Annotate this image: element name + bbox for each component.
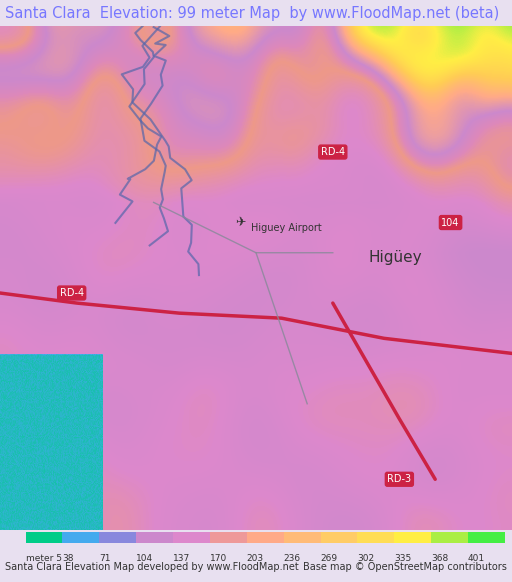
Text: 104: 104 (441, 218, 460, 228)
Text: 71: 71 (99, 554, 111, 563)
Text: 203: 203 (247, 554, 264, 563)
Text: 38: 38 (62, 554, 74, 563)
Text: RD-4: RD-4 (59, 288, 84, 298)
Bar (173, 532, 210, 543)
Bar (431, 532, 468, 543)
Text: RD-3: RD-3 (387, 474, 412, 484)
Text: 401: 401 (468, 554, 485, 563)
Text: Higüey: Higüey (369, 250, 422, 265)
Bar (357, 532, 394, 543)
Bar (99, 532, 136, 543)
Text: Base map © OpenStreetMap contributors: Base map © OpenStreetMap contributors (303, 562, 507, 572)
Bar (394, 532, 431, 543)
Bar (26, 532, 62, 543)
Text: 236: 236 (284, 554, 301, 563)
Text: 335: 335 (394, 554, 412, 563)
Text: Santa Clara  Elevation: 99 meter Map  by www.FloodMap.net (beta): Santa Clara Elevation: 99 meter Map by w… (5, 6, 499, 20)
Bar (468, 532, 505, 543)
Bar (62, 532, 99, 543)
Text: 137: 137 (173, 554, 190, 563)
Text: 104: 104 (136, 554, 153, 563)
Text: 302: 302 (357, 554, 374, 563)
Text: Santa Clara Elevation Map developed by www.FloodMap.net: Santa Clara Elevation Map developed by w… (5, 562, 299, 572)
Text: 269: 269 (321, 554, 337, 563)
Text: Higuey Airport: Higuey Airport (251, 222, 322, 233)
Text: ✈: ✈ (236, 216, 246, 229)
Text: 368: 368 (431, 554, 449, 563)
Bar (284, 532, 321, 543)
Bar (247, 532, 284, 543)
Text: meter 5: meter 5 (26, 554, 61, 563)
Bar (136, 532, 173, 543)
Bar (210, 532, 247, 543)
Bar (321, 532, 357, 543)
Text: RD-4: RD-4 (321, 147, 345, 157)
Text: 170: 170 (210, 554, 227, 563)
